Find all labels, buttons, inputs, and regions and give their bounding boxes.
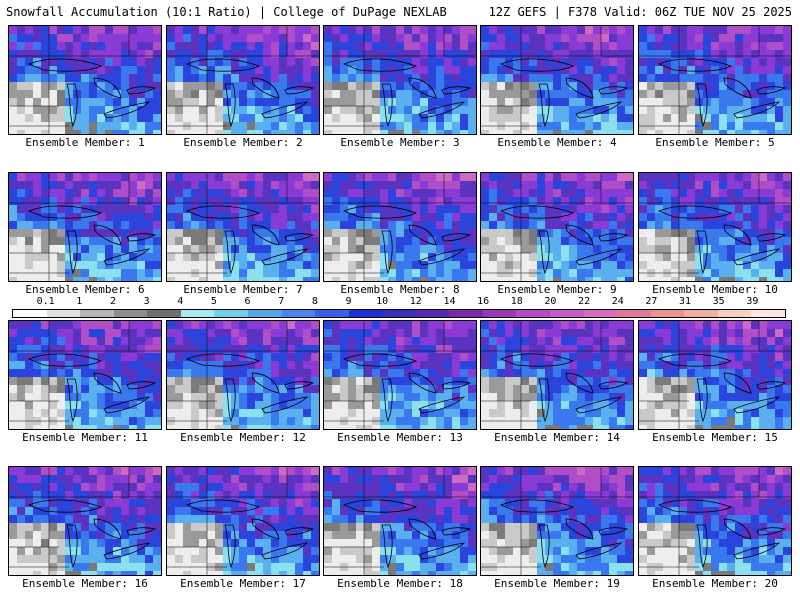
legend-tick-label: 9 <box>345 296 352 307</box>
legend-swatch <box>751 310 785 317</box>
legend-swatch <box>348 310 383 317</box>
legend-tick-label: 16 <box>477 296 490 307</box>
model-run-info: 12Z GEFS | F378 Valid: 06Z TUE NOV 25 20… <box>488 5 792 19</box>
ensemble-member-label: Ensemble Member: 6 <box>25 283 145 296</box>
legend-swatch <box>113 310 148 317</box>
ensemble-member-map-20 <box>638 466 792 576</box>
ensemble-member-label: Ensemble Member: 16 <box>22 577 148 590</box>
ensemble-member-label: Ensemble Member: 14 <box>494 431 620 444</box>
legend-tick-label: 6 <box>244 296 251 307</box>
ensemble-member-map-12 <box>166 320 320 430</box>
ensemble-member-label: Ensemble Member: 10 <box>652 283 778 296</box>
legend-swatch <box>617 310 651 317</box>
snowfall-color-legend <box>12 309 786 318</box>
ensemble-member-label: Ensemble Member: 20 <box>652 577 778 590</box>
ensemble-member-map-2 <box>166 25 320 135</box>
ensemble-member-label: Ensemble Member: 17 <box>180 577 306 590</box>
ensemble-member-label: Ensemble Member: 2 <box>183 136 303 149</box>
legend-swatch <box>650 310 685 317</box>
ensemble-member-map-15 <box>638 320 792 430</box>
ensemble-member-map-7 <box>166 172 320 282</box>
legend-swatch <box>717 310 752 317</box>
ensemble-member-map-17 <box>166 466 320 576</box>
ensemble-member-label: Ensemble Member: 18 <box>337 577 463 590</box>
legend-swatch <box>214 310 248 317</box>
legend-tick-labels: 0.1 1 2 3 4 5 6 7 8 9 10 12 14 16 18 20 22 24 27 31 35 39 <box>12 296 786 308</box>
ensemble-member-label: Ensemble Member: 1 <box>25 136 145 149</box>
legend-tick-label: 0.1 <box>36 296 55 307</box>
legend-tick-label: 7 <box>278 296 285 307</box>
ensemble-member-map-16 <box>8 466 162 576</box>
ensemble-member-map-11 <box>8 320 162 430</box>
legend-swatch <box>516 310 550 317</box>
legend-swatch <box>180 310 215 317</box>
ensemble-member-label: Ensemble Member: 19 <box>494 577 620 590</box>
ensemble-member-map-18 <box>323 466 477 576</box>
legend-tick-label: 31 <box>679 296 692 307</box>
legend-swatch <box>13 310 47 317</box>
legend-tick-label: 18 <box>510 296 523 307</box>
legend-tick-label: 5 <box>210 296 217 307</box>
legend-swatch <box>684 310 718 317</box>
ensemble-member-map-8 <box>323 172 477 282</box>
ensemble-member-label: Ensemble Member: 12 <box>180 431 306 444</box>
legend-swatch <box>147 310 181 317</box>
ensemble-member-label: Ensemble Member: 15 <box>652 431 778 444</box>
ensemble-member-map-4 <box>480 25 634 135</box>
ensemble-member-map-1 <box>8 25 162 135</box>
legend-tick-label: 12 <box>409 296 422 307</box>
ensemble-member-map-14 <box>480 320 634 430</box>
ensemble-member-label: Ensemble Member: 4 <box>497 136 617 149</box>
ensemble-member-label: Ensemble Member: 11 <box>22 431 148 444</box>
ensemble-member-label: Ensemble Member: 7 <box>183 283 303 296</box>
ensemble-member-label: Ensemble Member: 9 <box>497 283 617 296</box>
legend-swatch <box>281 310 316 317</box>
ensemble-member-map-10 <box>638 172 792 282</box>
legend-tick-label: 22 <box>578 296 591 307</box>
legend-swatch <box>315 310 349 317</box>
ensemble-member-map-5 <box>638 25 792 135</box>
ensemble-member-map-9 <box>480 172 634 282</box>
legend-swatch <box>449 310 483 317</box>
legend-tick-label: 3 <box>143 296 150 307</box>
legend-tick-label: 27 <box>645 296 658 307</box>
ensemble-member-label: Ensemble Member: 8 <box>340 283 460 296</box>
ensemble-member-map-6 <box>8 172 162 282</box>
ensemble-member-map-3 <box>323 25 477 135</box>
legend-tick-label: 24 <box>611 296 624 307</box>
ensemble-member-label: Ensemble Member: 5 <box>655 136 775 149</box>
legend-tick-label: 4 <box>177 296 184 307</box>
legend-swatch <box>550 310 584 317</box>
legend-tick-label: 8 <box>311 296 318 307</box>
legend-swatch <box>415 310 450 317</box>
legend-tick-label: 14 <box>443 296 456 307</box>
legend-swatch <box>583 310 618 317</box>
ensemble-member-map-19 <box>480 466 634 576</box>
legend-tick-label: 20 <box>544 296 557 307</box>
legend-swatch <box>382 310 416 317</box>
legend-swatch <box>482 310 517 317</box>
ensemble-member-label: Ensemble Member: 13 <box>337 431 463 444</box>
ensemble-member-map-13 <box>323 320 477 430</box>
legend-tick-label: 10 <box>376 296 389 307</box>
legend-tick-label: 39 <box>746 296 759 307</box>
legend-swatch <box>247 310 282 317</box>
legend-tick-label: 1 <box>76 296 83 307</box>
legend-tick-label: 35 <box>712 296 725 307</box>
ensemble-member-label: Ensemble Member: 3 <box>340 136 460 149</box>
legend-swatch <box>46 310 81 317</box>
legend-tick-label: 2 <box>109 296 116 307</box>
legend-swatch <box>80 310 114 317</box>
map-title: Snowfall Accumulation (10:1 Ratio) | Col… <box>6 5 447 19</box>
